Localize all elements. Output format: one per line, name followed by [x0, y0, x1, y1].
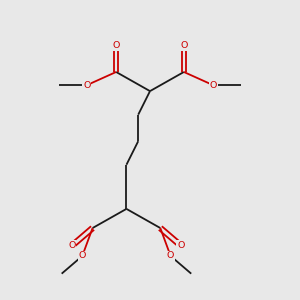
Text: O: O	[79, 251, 86, 260]
Text: O: O	[68, 241, 76, 250]
Text: O: O	[112, 41, 120, 50]
Text: O: O	[167, 251, 174, 260]
Text: O: O	[177, 241, 184, 250]
Text: O: O	[180, 41, 188, 50]
Text: O: O	[83, 81, 90, 90]
Text: O: O	[210, 81, 217, 90]
